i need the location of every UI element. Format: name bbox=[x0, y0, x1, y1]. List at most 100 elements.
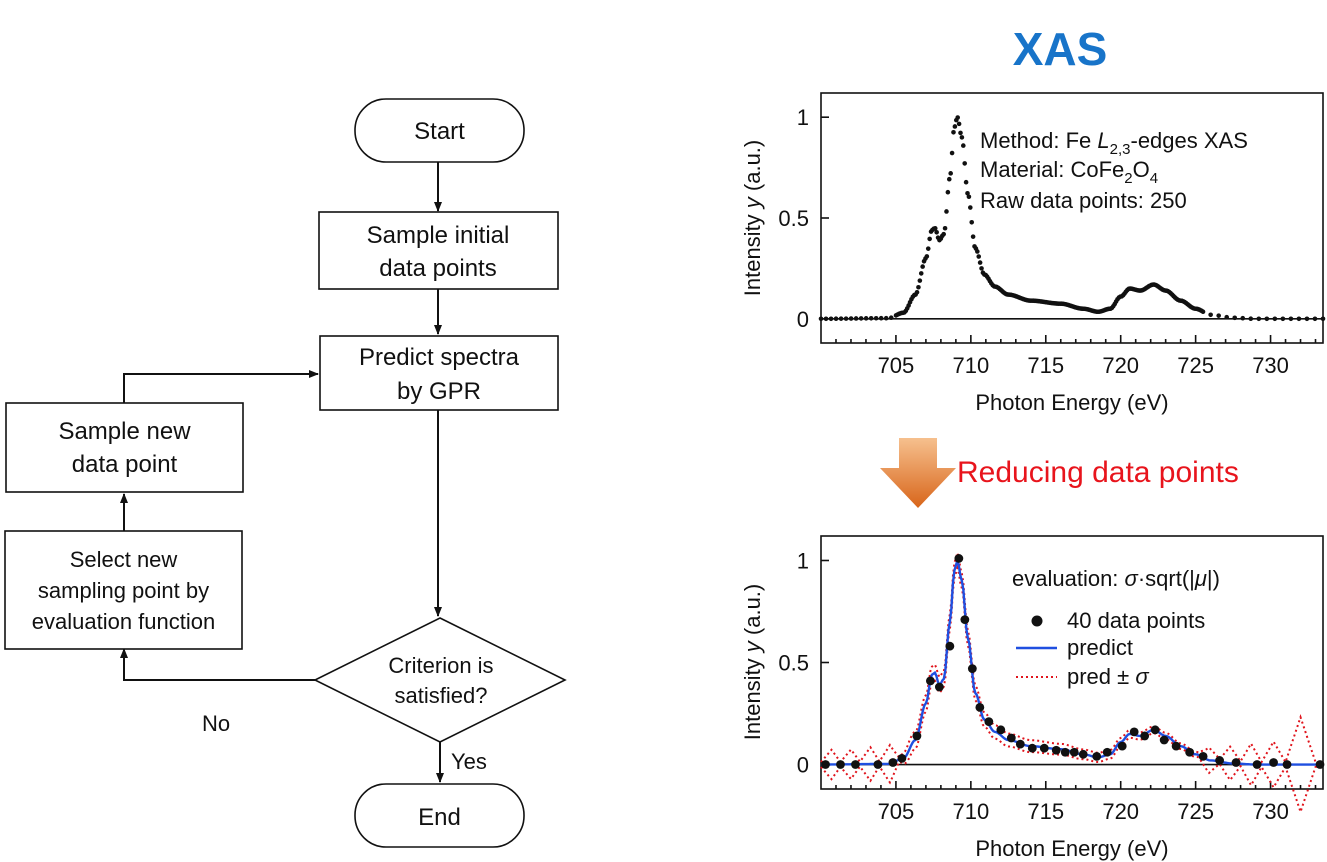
arrow-sample-new-to-predict bbox=[123, 370, 319, 403]
x-tick-label: 730 bbox=[1252, 353, 1289, 378]
raw-data-point bbox=[914, 289, 920, 295]
sampled-data-point bbox=[934, 682, 944, 692]
raw-data-point bbox=[828, 316, 834, 322]
raw-data-point bbox=[924, 254, 930, 259]
raw-data-point bbox=[1272, 316, 1278, 322]
raw-data-point bbox=[948, 171, 953, 176]
sampled-data-point bbox=[1051, 745, 1061, 755]
raw-data-point bbox=[959, 135, 965, 140]
raw-data-point bbox=[966, 194, 972, 200]
sampled-data-point bbox=[1102, 747, 1112, 757]
sampled-data-point bbox=[1006, 733, 1016, 743]
chart1-annotation: Method: Fe L2,3-edges XAS Material: CoFe… bbox=[980, 128, 1248, 213]
sampled-data-point bbox=[1129, 727, 1139, 737]
y-tick-label: 0 bbox=[797, 307, 809, 332]
raw-data-point bbox=[1248, 316, 1254, 321]
raw-data-point bbox=[956, 121, 962, 127]
raw-data-point bbox=[1224, 314, 1230, 320]
y-tick-label: 0 bbox=[797, 753, 809, 778]
sampled-data-point bbox=[1315, 760, 1325, 769]
raw-data-point bbox=[963, 179, 969, 185]
raw-data-point bbox=[934, 229, 939, 235]
raw-data-point bbox=[848, 316, 854, 321]
chart1-ticks: 705 710 715 720 725 730 0 0.5 1 bbox=[778, 105, 1317, 378]
raw-xas-chart: 705 710 715 720 725 730 0 0.5 1 Method: Fe L2,3-… bbox=[740, 92, 1326, 415]
raw-data-point bbox=[918, 271, 924, 276]
sampled-data-point bbox=[888, 758, 898, 767]
sample-new-box bbox=[5, 402, 244, 493]
raw-data-point bbox=[916, 284, 921, 290]
raw-data-point bbox=[1200, 309, 1206, 314]
material-sub1: 2 bbox=[1124, 170, 1132, 187]
x-tick-label: 715 bbox=[1027, 799, 1064, 824]
x-tick-label: 715 bbox=[1027, 353, 1064, 378]
predict-label-1: Predict spectra bbox=[359, 344, 520, 371]
sampled-data-point bbox=[1269, 758, 1278, 767]
x-tick-label: 725 bbox=[1177, 799, 1214, 824]
select-new-label-2: sampling point by bbox=[38, 578, 209, 603]
annotation-raw: Raw data points: 250 bbox=[980, 188, 1187, 213]
sample-new-label-1: Sample new bbox=[58, 418, 191, 445]
raw-data-point bbox=[952, 124, 958, 129]
raw-data-point bbox=[863, 316, 869, 321]
arrow-criterion-to-select bbox=[120, 648, 315, 681]
raw-data-point bbox=[888, 315, 894, 321]
raw-data-point bbox=[838, 316, 844, 321]
raw-data-point bbox=[961, 143, 966, 148]
sampled-data-point bbox=[945, 641, 955, 651]
chart1-ylabel-post: (a.u.) bbox=[740, 140, 765, 197]
raw-data-point bbox=[968, 205, 973, 210]
raw-data-point bbox=[878, 315, 884, 321]
method-var: L bbox=[1097, 128, 1109, 153]
sampled-data-point bbox=[836, 760, 845, 769]
chart2-legend: evaluation: σ·sqrt(|μ|) 40 data points p… bbox=[1012, 566, 1220, 689]
sampled-data-point bbox=[1092, 751, 1102, 761]
raw-data-point bbox=[946, 176, 952, 182]
sampled-data-point bbox=[897, 753, 907, 763]
legend-predict-label: predict bbox=[1067, 635, 1133, 660]
chart2-ylabel-pre: Intensity bbox=[740, 652, 765, 740]
sampled-data-point bbox=[954, 554, 964, 563]
raw-data-point bbox=[1304, 316, 1310, 322]
raw-data-point bbox=[945, 189, 951, 195]
predict-label-2: by GPR bbox=[397, 378, 481, 405]
legend-sigma-var: σ bbox=[1135, 664, 1149, 689]
raw-data-point bbox=[873, 315, 879, 321]
xas-title: XAS bbox=[1013, 23, 1108, 75]
start-terminal bbox=[354, 98, 525, 163]
reducing-label: Reducing data points bbox=[957, 456, 1239, 489]
sampled-data-point bbox=[960, 615, 970, 625]
x-tick-label: 720 bbox=[1102, 799, 1139, 824]
raw-data-point bbox=[1296, 316, 1302, 322]
sampled-data-point bbox=[1027, 743, 1037, 753]
raw-data-point bbox=[858, 316, 864, 321]
end-terminal bbox=[354, 783, 525, 848]
end-label: End bbox=[418, 804, 461, 831]
sampled-data-point bbox=[925, 676, 935, 686]
x-tick-label: 705 bbox=[878, 799, 915, 824]
raw-data-point bbox=[1208, 312, 1213, 318]
x-tick-label: 710 bbox=[952, 799, 989, 824]
chart2-xlabel: Photon Energy (eV) bbox=[975, 836, 1168, 861]
chart2-ylabel-post: (a.u.) bbox=[740, 584, 765, 641]
sampled-data-point bbox=[1215, 756, 1225, 765]
sampled-data-point bbox=[1069, 747, 1079, 757]
criterion-label-2: satisfied? bbox=[395, 683, 488, 708]
sampled-data-point bbox=[1231, 758, 1241, 767]
sampled-data-point bbox=[821, 760, 830, 769]
legend-points-marker bbox=[1031, 615, 1043, 627]
select-new-label-3: evaluation function bbox=[32, 609, 215, 634]
annotation-method: Method: Fe L2,3-edges XAS bbox=[980, 128, 1248, 158]
x-tick-label: 730 bbox=[1252, 799, 1289, 824]
raw-data-point bbox=[970, 234, 976, 239]
yes-label: Yes bbox=[451, 749, 487, 774]
reducing-arrow: Reducing data points bbox=[880, 438, 1239, 508]
raw-data-point bbox=[1280, 316, 1286, 322]
annotation-material: Material: CoFe2O4 bbox=[980, 157, 1158, 187]
chart2-ylabel: Intensity y (a.u.) bbox=[740, 584, 765, 741]
y-tick-label: 1 bbox=[797, 548, 809, 573]
raw-data-point bbox=[951, 129, 956, 135]
method-post: -edges XAS bbox=[1131, 128, 1248, 153]
